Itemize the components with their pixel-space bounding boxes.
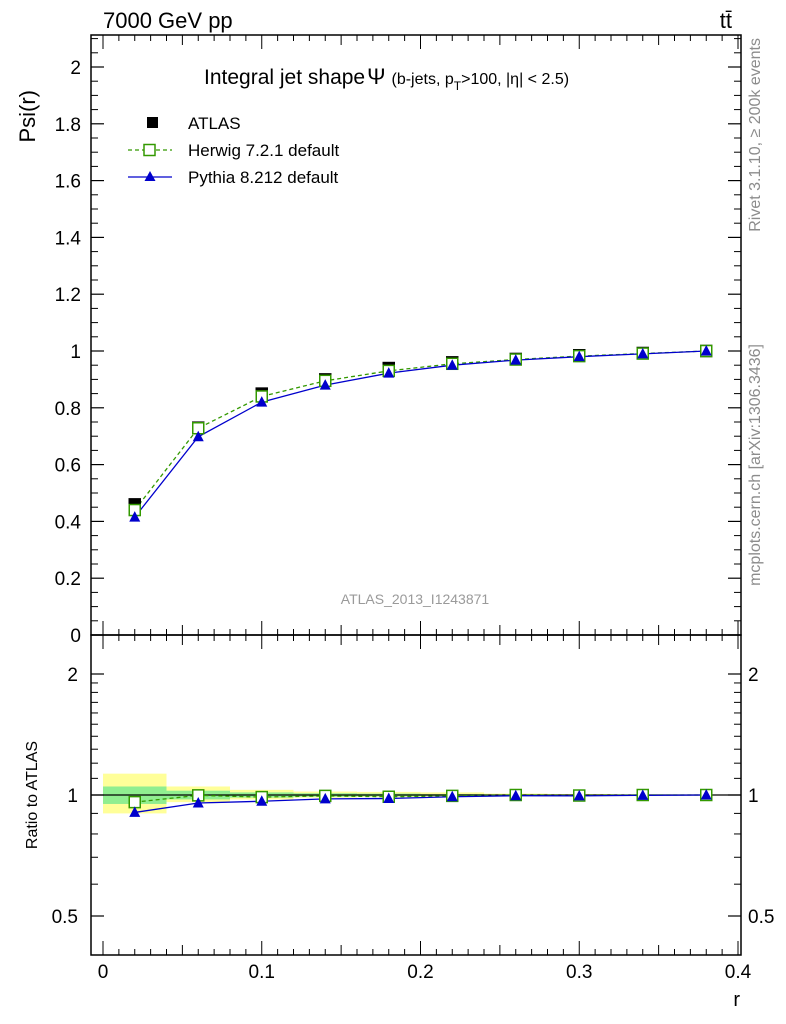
title-sub: T [454, 79, 462, 93]
ratio-x-ticks: 0 0.1 0.2 0.3 0.4 [98, 635, 752, 983]
legend: ATLAS Herwig 7.2.1 default Pythia 8.212 … [128, 114, 339, 187]
ratio-ytick-label: 0.5 [52, 907, 78, 928]
main-ytick-label: 1.6 [55, 172, 81, 193]
main-y-ticks: 0 0.2 0.4 0.6 0.8 1 1.2 1.4 1.6 1.8 2 [55, 38, 741, 647]
ratio-series [128, 788, 713, 817]
main-ytick-label: 0.8 [55, 399, 81, 420]
title-main: Integral jet shape [204, 66, 365, 89]
x-tick-label: 0.3 [566, 962, 592, 983]
rivet-label: Rivet 3.1.10, ≥ 200k events [747, 38, 764, 232]
ratio-pythia-point [637, 789, 649, 800]
pythia-point [129, 511, 141, 522]
pythia-point [383, 367, 395, 378]
main-ytick-label: 0.2 [55, 569, 81, 590]
ratio-ytick-label-right: 0.5 [748, 907, 774, 928]
ratio-pythia-point [446, 790, 458, 802]
main-x-ticks [102, 35, 739, 635]
title-detail: (b-jets, p [392, 71, 454, 88]
herwig-line [134, 350, 707, 511]
legend-pythia-label: Pythia 8.212 default [188, 168, 339, 187]
main-ytick-label: 1.2 [55, 285, 81, 306]
x-tick-label: 0.1 [249, 962, 275, 983]
ratio-ytick-label: 1 [67, 786, 78, 807]
ratio-pythia-line [134, 794, 707, 814]
ratio-ytick-label: 2 [67, 665, 78, 686]
pythia-point [256, 396, 268, 407]
ratio-pythia-point [129, 806, 141, 817]
pythia-point [319, 379, 331, 390]
chart-title: Integral jet shapeΨ (b-jets, pT>100, |η| … [204, 64, 569, 93]
legend-pythia-marker [144, 171, 156, 181]
pythia-point [700, 345, 712, 356]
mcplots-label: mcplots.cern.ch [arXiv:1306.3436] [747, 344, 764, 586]
main-ytick-label: 0.6 [55, 456, 81, 477]
ratio-pythia-point [573, 789, 585, 801]
analysis-watermark: ATLAS_2013_I1243871 [341, 591, 490, 607]
ratio-herwig-point [128, 795, 141, 809]
main-ylabel: Psi(r) [15, 90, 40, 143]
ratio-pythia-point [383, 792, 395, 804]
main-ytick-label: 0 [70, 626, 81, 647]
main-series [128, 344, 713, 522]
pythia-point [192, 430, 204, 442]
main-panel: 0 0.2 0.4 0.6 0.8 1 1.2 1.4 1.6 1.8 2 Psi(r) Integ… [15, 34, 742, 647]
legend-herwig-marker [143, 143, 156, 157]
ratio-y-ticks: 0.5 0.5 1 1 2 2 [52, 665, 775, 928]
pythia-point [573, 350, 585, 362]
legend-atlas-label: ATLAS [188, 114, 241, 133]
title-detail-end: >100, |η| < 2.5) [461, 71, 569, 88]
legend-herwig-label: Herwig 7.2.1 default [188, 141, 339, 160]
x-tick-label: 0 [98, 962, 109, 983]
pythia-point [637, 347, 649, 359]
ratio-ytick-label-right: 1 [748, 786, 759, 807]
energy-label: 7000 GeV pp [103, 8, 233, 33]
ratio-panel: 0.5 0.51 12 2 0 0.1 0.2 0.3 0.4 Ratio to ATLAS … [24, 634, 775, 1011]
main-ytick-label: 2 [70, 58, 81, 79]
title-symbol: Ψ [367, 64, 385, 89]
main-ytick-label: 1.8 [55, 115, 81, 136]
ratio-pythia-point [192, 797, 204, 808]
ratio-pythia-point [510, 789, 522, 801]
main-ytick-label: 1 [70, 342, 81, 363]
process-label: tt̄ [720, 8, 732, 33]
main-ytick-label: 1.4 [55, 228, 82, 249]
ratio-ylabel: Ratio to ATLAS [24, 741, 41, 849]
ratio-pythia-point [319, 792, 331, 804]
ratio-ytick-label-right: 2 [748, 665, 759, 686]
ratio-pythia-point [256, 795, 268, 806]
pythia-point [446, 359, 458, 370]
x-tick-label: 0.2 [407, 962, 433, 983]
x-axis-label: r [733, 989, 740, 1011]
pythia-point [510, 354, 522, 365]
ratio-pythia-point [700, 789, 712, 800]
legend-atlas-marker [147, 117, 158, 128]
main-ytick-label: 0.4 [55, 512, 82, 533]
x-tick-label: 0.4 [725, 962, 752, 983]
pythia-line [134, 350, 707, 518]
